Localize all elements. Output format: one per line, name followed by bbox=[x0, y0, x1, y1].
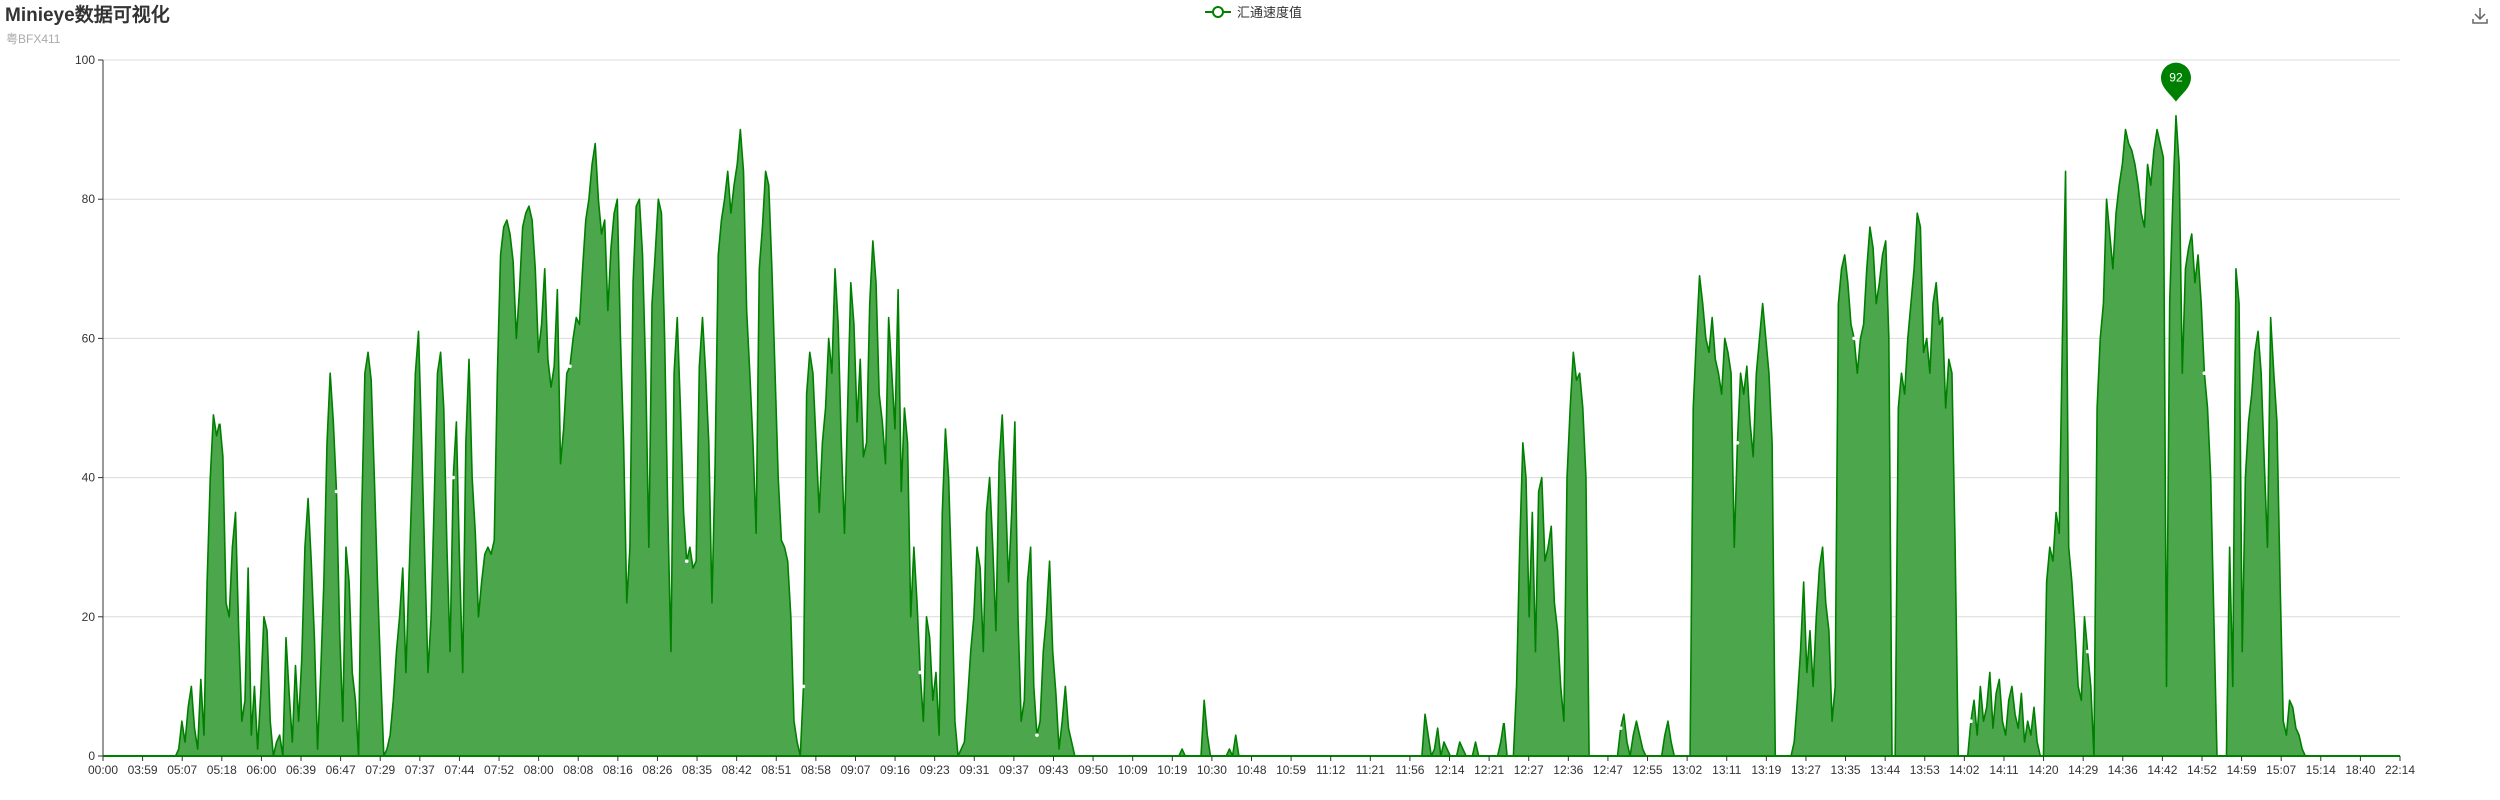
x-tick-label: 15:07 bbox=[2266, 763, 2296, 777]
y-tick-label: 40 bbox=[82, 471, 96, 485]
x-tick-label: 13:44 bbox=[1870, 763, 1900, 777]
x-tick-label: 12:55 bbox=[1633, 763, 1663, 777]
x-tick-label: 09:16 bbox=[880, 763, 910, 777]
y-tick-label: 60 bbox=[82, 331, 96, 345]
x-tick-label: 10:48 bbox=[1236, 763, 1266, 777]
x-tick-label: 08:35 bbox=[682, 763, 712, 777]
x-tick-label: 18:40 bbox=[2345, 763, 2375, 777]
x-tick-label: 09:43 bbox=[1038, 763, 1068, 777]
data-point bbox=[1618, 726, 1623, 730]
y-tick-label: 0 bbox=[88, 749, 95, 763]
data-point bbox=[1969, 719, 1973, 723]
data-point bbox=[1735, 441, 1740, 445]
y-tick-label: 80 bbox=[82, 192, 96, 206]
x-tick-label: 08:58 bbox=[801, 763, 831, 777]
x-tick-label: 13:11 bbox=[1712, 763, 1741, 777]
x-tick-label: 11:12 bbox=[1316, 763, 1345, 777]
x-tick-label: 08:16 bbox=[603, 763, 633, 777]
legend-item[interactable]: 汇通速度值 bbox=[1205, 2, 1302, 21]
data-point bbox=[801, 684, 806, 689]
x-tick-label: 09:07 bbox=[840, 763, 870, 777]
data-point bbox=[1035, 733, 1039, 737]
x-tick-label: 08:42 bbox=[722, 763, 752, 777]
grid-lines bbox=[103, 59, 2400, 618]
x-tick-label: 14:52 bbox=[2187, 763, 2217, 777]
x-tick-label: 09:31 bbox=[959, 763, 989, 777]
x-tick-label: 13:53 bbox=[1910, 763, 1940, 777]
line-circle-icon bbox=[1205, 5, 1231, 18]
chart-title: Minieye数据可视化 bbox=[5, 5, 170, 26]
x-tick-label: 00:00 bbox=[88, 763, 118, 777]
series-area-fill bbox=[103, 115, 2400, 757]
x-tick-label: 09:23 bbox=[920, 763, 950, 777]
x-tick-label: 11:56 bbox=[1395, 763, 1424, 777]
x-tick-label: 11:21 bbox=[1356, 763, 1385, 777]
y-tick-label: 100 bbox=[75, 53, 95, 67]
data-point bbox=[2202, 371, 2207, 376]
markpoint-pin bbox=[2160, 62, 2191, 102]
x-tick-label: 12:47 bbox=[1593, 763, 1623, 777]
x-tick-label: 09:50 bbox=[1078, 763, 1108, 777]
x-tick-label: 07:37 bbox=[405, 763, 435, 777]
x-tick-label: 03:59 bbox=[128, 763, 158, 777]
x-tick-label: 12:14 bbox=[1435, 763, 1465, 777]
x-tick-label: 08:51 bbox=[761, 763, 791, 777]
legend-label: 汇通速度值 bbox=[1237, 5, 1303, 20]
data-point bbox=[918, 670, 923, 675]
x-tick-label: 13:35 bbox=[1831, 763, 1861, 777]
x-tick-label: 05:07 bbox=[167, 763, 197, 777]
x-tick-label: 13:27 bbox=[1791, 763, 1821, 777]
data-point bbox=[334, 489, 339, 494]
x-tick-label: 10:59 bbox=[1276, 763, 1306, 777]
x-tick-label: 14:11 bbox=[1989, 763, 2018, 777]
axes: 0 20 40 60 80 100 00:00 03:59 05:07 05:18 06:00 06:… bbox=[75, 53, 2415, 777]
x-tick-label: 06:00 bbox=[246, 763, 276, 777]
x-tick-label: 05:18 bbox=[207, 763, 237, 777]
data-point bbox=[451, 475, 456, 480]
x-tick-label: 14:59 bbox=[2227, 763, 2257, 777]
x-tick-label: 12:21 bbox=[1474, 763, 1504, 777]
x-tick-label: 15:14 bbox=[2306, 763, 2336, 777]
x-tick-label: 14:42 bbox=[2147, 763, 2177, 777]
x-tick-label: 08:26 bbox=[642, 763, 672, 777]
download-icon[interactable] bbox=[2470, 6, 2490, 26]
x-tick-label: 10:19 bbox=[1157, 763, 1187, 777]
x-tick-label: 14:02 bbox=[1949, 763, 1979, 777]
x-tick-label: 07:44 bbox=[444, 763, 474, 777]
x-tick-label: 13:02 bbox=[1672, 763, 1702, 777]
x-tick-label: 22:14 bbox=[2385, 763, 2415, 777]
x-tick-label: 07:52 bbox=[484, 763, 514, 777]
data-point bbox=[1502, 719, 1506, 723]
x-tick-label: 10:30 bbox=[1197, 763, 1227, 777]
x-tick-label: 12:27 bbox=[1514, 763, 1544, 777]
y-tick-label: 20 bbox=[82, 610, 96, 624]
x-tick-label: 14:36 bbox=[2108, 763, 2138, 777]
x-tick-label: 07:29 bbox=[365, 763, 395, 777]
data-point bbox=[2085, 649, 2090, 654]
data-point bbox=[568, 364, 572, 369]
x-tick-label: 10:09 bbox=[1118, 763, 1148, 777]
markpoint-label: 92 bbox=[2169, 71, 2183, 85]
x-tick-label: 12:36 bbox=[1553, 763, 1583, 777]
x-tick-label: 09:37 bbox=[999, 763, 1029, 777]
x-tick-label: 14:29 bbox=[2068, 763, 2098, 777]
series-area bbox=[101, 114, 2400, 758]
x-tick-label: 08:08 bbox=[563, 763, 593, 777]
x-tick-label: 08:00 bbox=[524, 763, 554, 777]
data-point bbox=[684, 559, 689, 563]
x-tick-label: 14:20 bbox=[2029, 763, 2059, 777]
data-point bbox=[217, 420, 222, 424]
chart-subtitle: 粤BFX411 bbox=[6, 32, 61, 46]
x-tick-label: 13:19 bbox=[1751, 763, 1781, 777]
x-tick-label: 06:47 bbox=[326, 763, 356, 777]
x-tick-label: 06:39 bbox=[286, 763, 316, 777]
data-point bbox=[1852, 336, 1856, 341]
markpoint-layer: 92 bbox=[2160, 62, 2191, 102]
